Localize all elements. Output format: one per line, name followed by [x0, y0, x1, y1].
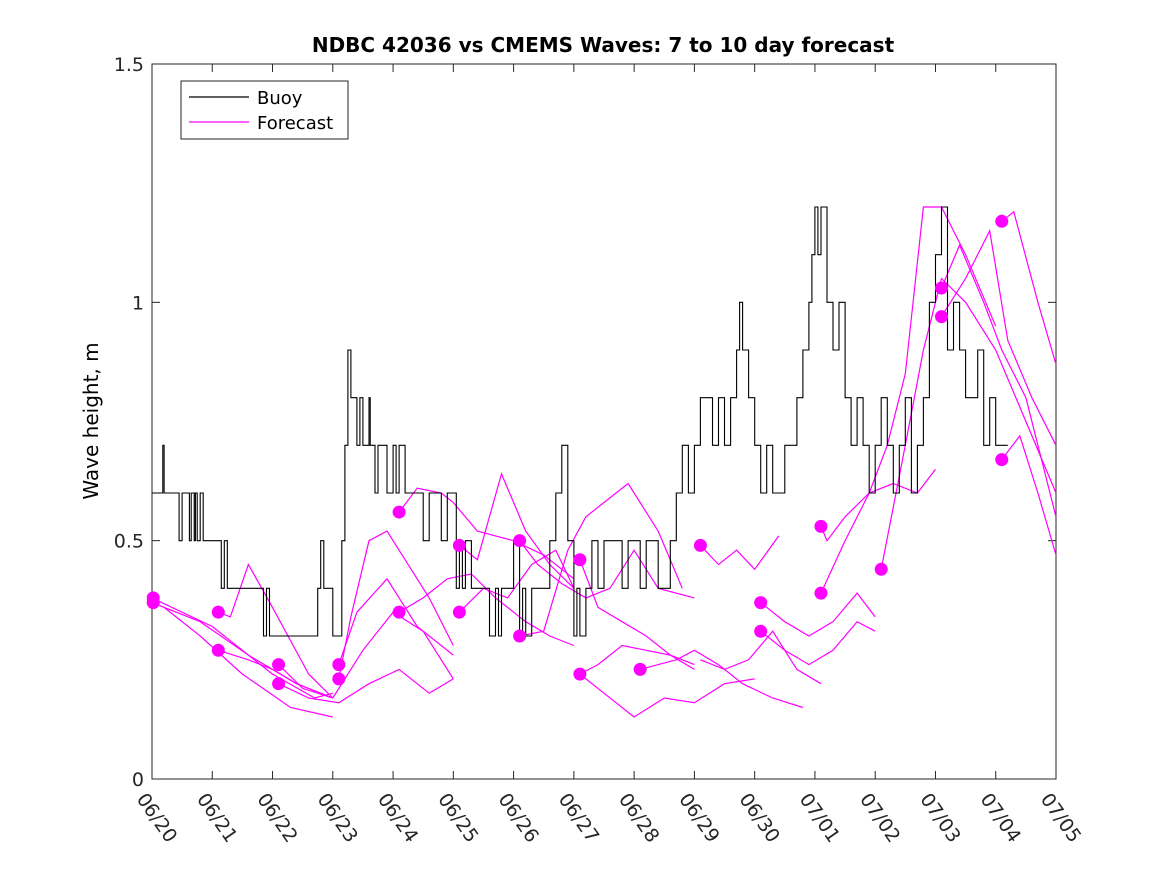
x-tick-label: 06/21: [192, 789, 241, 846]
x-tick-label: 06/29: [674, 789, 723, 846]
forecast-series-line: [398, 487, 575, 580]
forecast-series-line: [163, 606, 333, 718]
forecast-series-line: [1001, 210, 1057, 365]
y-tick-label: 0: [132, 769, 144, 791]
y-tick-label: 1.5: [114, 54, 144, 76]
forecast-series-line: [338, 530, 454, 680]
forecast-series-line: [218, 649, 334, 699]
forecast-series-line: [579, 644, 695, 675]
forecast-start-marker: [392, 505, 406, 519]
forecast-start-marker: [754, 624, 768, 638]
chart-title: NDBC 42036 vs CMEMS Waves: 7 to 10 day f…: [312, 33, 895, 57]
forecast-series-line: [151, 597, 333, 699]
forecast-start-marker: [814, 586, 828, 600]
forecast-start-marker: [814, 519, 828, 533]
forecast-start-marker: [693, 538, 707, 552]
axes-box: [151, 63, 1057, 780]
forecast-series-line: [398, 573, 575, 647]
forecast-series-line: [880, 277, 1057, 570]
forecast-series-line: [760, 592, 876, 637]
forecast-start-marker: [995, 214, 1009, 228]
x-tick-label: 07/05: [1036, 789, 1085, 846]
forecast-series-line: [640, 649, 804, 709]
forecast-start-marker: [272, 677, 286, 691]
forecast-series-line: [820, 468, 936, 542]
forecast-series-line: [579, 673, 755, 718]
legend-entry-label: Buoy: [257, 88, 303, 109]
x-tick-label: 06/25: [433, 789, 482, 846]
forecast-series-line: [699, 535, 780, 571]
forecast-series-line: [519, 540, 695, 599]
x-tick-label: 06/30: [735, 789, 784, 846]
forecast-start-marker: [934, 281, 948, 295]
x-tick-label: 07/04: [976, 789, 1025, 846]
forecast-start-marker: [332, 658, 346, 672]
forecast-series-line: [519, 482, 683, 637]
x-tick-label: 07/03: [915, 789, 964, 846]
forecast-series-line: [1001, 434, 1057, 556]
forecast-start-marker: [272, 658, 286, 672]
x-tick-label: 06/20: [132, 789, 181, 846]
x-tick-label: 06/23: [313, 789, 362, 846]
forecast-start-marker: [211, 643, 225, 657]
legend: Buoy Forecast: [180, 80, 349, 140]
forecast-start-marker: [146, 596, 160, 610]
forecast-series-line: [218, 563, 334, 699]
legend-entry-label: Forecast: [257, 113, 333, 134]
x-tick-label: 06/22: [252, 789, 301, 846]
legend-box: [180, 80, 349, 140]
forecast-start-marker: [211, 605, 225, 619]
forecast-start-marker: [332, 672, 346, 686]
forecast-series-line: [940, 228, 1057, 446]
buoy-series-line: [152, 206, 1008, 637]
forecast-series-line: [151, 602, 334, 699]
forecast-start-marker: [934, 310, 948, 324]
y-tick-label: 1: [132, 292, 144, 314]
forecast-start-marker: [754, 596, 768, 610]
forecast-series-line: [459, 472, 575, 589]
forecast-start-marker: [392, 605, 406, 619]
forecast-series-line: [820, 206, 997, 594]
forecast-start-marker: [633, 662, 647, 676]
x-tick-label: 06/24: [373, 789, 422, 846]
x-tick-label: 06/26: [494, 789, 543, 846]
x-tick-label: 06/27: [554, 789, 603, 846]
forecast-start-marker: [452, 538, 466, 552]
forecast-start-marker: [995, 453, 1009, 467]
forecast-series-line: [338, 577, 454, 665]
y-tick-label: 0.5: [114, 531, 144, 553]
forecast-start-marker: [513, 629, 527, 643]
forecast-start-marker: [573, 553, 587, 567]
forecast-start-marker: [874, 562, 888, 576]
forecast-start-marker: [573, 667, 587, 681]
x-tick-label: 07/01: [795, 789, 844, 846]
forecast-series-line: [278, 668, 454, 704]
y-axis-label: Wave height, m: [79, 342, 103, 499]
plot-area: 00.511.506/20 06/21 06/22 06/23 06/24 06/25 06…: [114, 54, 1086, 847]
forecast-series-line: [579, 559, 695, 666]
forecast-series-line: [940, 243, 1057, 517]
forecast-start-marker: [452, 605, 466, 619]
x-tick-label: 06/28: [614, 789, 663, 846]
forecast-series-line: [760, 620, 876, 666]
forecast-series-line: [700, 630, 822, 685]
forecast-start-marker: [513, 534, 527, 548]
x-tick-label: 07/02: [855, 789, 904, 846]
